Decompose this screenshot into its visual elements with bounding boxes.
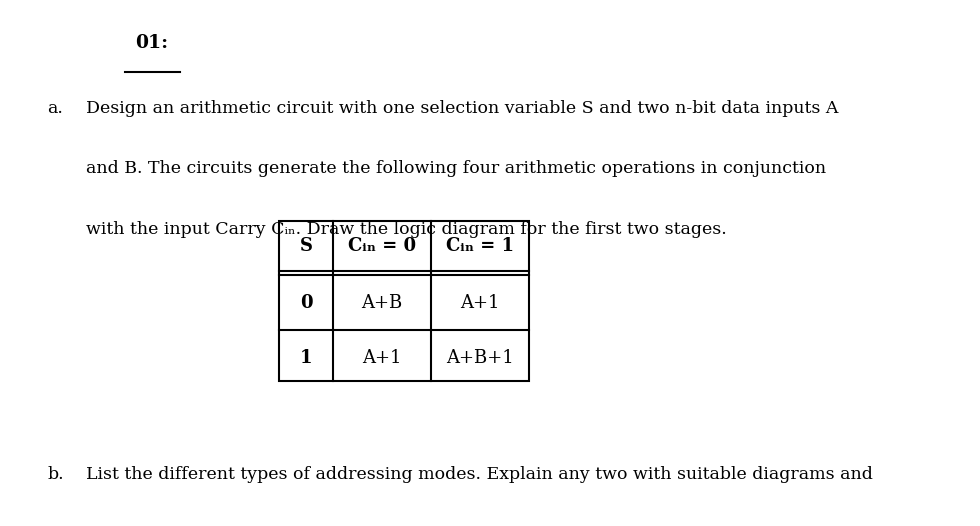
Text: a.: a.: [47, 100, 63, 117]
Text: A+1: A+1: [363, 349, 402, 367]
Text: 01:: 01:: [135, 34, 169, 52]
Text: List the different types of addressing modes. Explain any two with suitable diag: List the different types of addressing m…: [86, 466, 873, 482]
Text: b.: b.: [47, 466, 64, 482]
Text: Cᵢₙ = 1: Cᵢₙ = 1: [446, 237, 514, 255]
Text: S: S: [300, 237, 313, 255]
Text: 1: 1: [300, 349, 313, 367]
Text: with the input Carry Cᵢₙ. Draw the logic diagram for the first two stages.: with the input Carry Cᵢₙ. Draw the logic…: [86, 221, 727, 238]
Text: 0: 0: [300, 294, 313, 312]
Text: Design an arithmetic circuit with one selection variable S and two n-bit data in: Design an arithmetic circuit with one se…: [86, 100, 839, 117]
Text: Cᵢₙ = 0: Cᵢₙ = 0: [348, 237, 416, 255]
Bar: [279, 221, 529, 381]
Text: A+B+1: A+B+1: [446, 349, 514, 367]
Text: and B. The circuits generate the following four arithmetic operations in conjunc: and B. The circuits generate the followi…: [86, 160, 826, 177]
Text: A+B: A+B: [362, 294, 403, 312]
Text: A+1: A+1: [461, 294, 500, 312]
